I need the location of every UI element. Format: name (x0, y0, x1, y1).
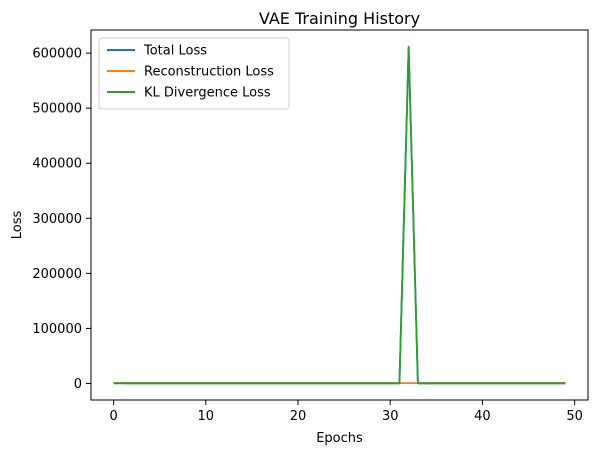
chart-title: VAE Training History (259, 9, 420, 28)
legend-label-3: KL Divergence Loss (144, 86, 271, 101)
y-axis-label: Loss (10, 211, 25, 240)
y-tick-label: 100000 (32, 322, 82, 337)
series-lines (113, 45, 566, 385)
y-tick-label: 600000 (32, 47, 82, 62)
x-tick-label: 40 (474, 409, 491, 424)
y-axis-ticks: 0 100000 200000 300000 400000 500000 600000 (32, 47, 91, 392)
y-tick-label: 200000 (32, 267, 82, 282)
x-axis-label: Epochs (316, 431, 363, 446)
x-tick-label: 20 (290, 409, 307, 424)
legend-label-1: Total Loss (143, 44, 207, 59)
y-tick-label: 500000 (32, 102, 82, 117)
plot-frame (90, 29, 589, 401)
x-tick-label: 50 (566, 409, 583, 424)
legend-box (98, 37, 290, 110)
x-tick-label: 10 (198, 409, 215, 424)
y-tick-label: 0 (74, 377, 82, 392)
legend: Total Loss Reconstruction Loss KL Divergen… (98, 37, 290, 110)
y-tick-label: 300000 (32, 212, 82, 227)
x-tick-label: 0 (109, 409, 117, 424)
legend-label-2: Reconstruction Loss (144, 65, 274, 80)
x-tick-label: 30 (382, 409, 399, 424)
series-line-3 (113, 46, 566, 385)
x-axis-ticks: 0 10 20 30 40 50 (109, 400, 583, 424)
y-tick-label: 400000 (32, 157, 82, 172)
